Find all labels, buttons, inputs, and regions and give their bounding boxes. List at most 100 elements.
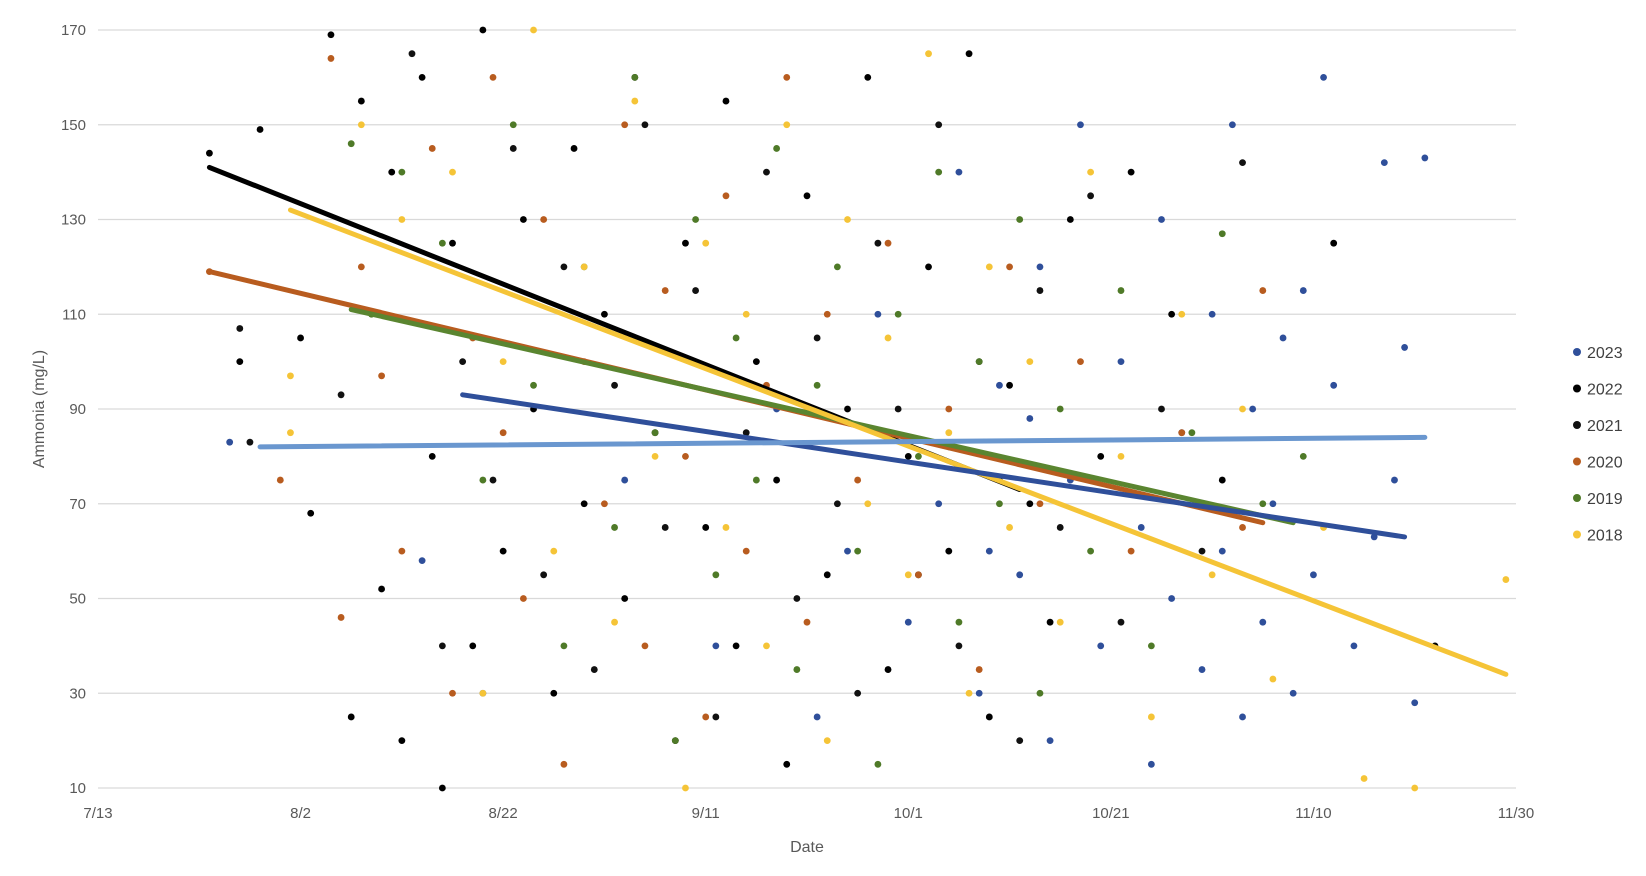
data-point [1117,287,1125,294]
data-point [884,666,892,673]
data-point [1391,476,1398,484]
data-point [935,121,943,129]
data-point [540,216,548,223]
y-tick-label: 130 [61,212,86,229]
data-point [499,429,507,437]
data-point [722,192,730,200]
data-point [489,73,497,81]
data-point [520,595,527,602]
data-point [530,381,537,389]
data-point [884,239,892,247]
data-point [631,97,639,105]
data-point [702,524,710,531]
legend-label-2022: 2022 [1587,382,1623,399]
data-point [1239,405,1246,413]
data-point [864,73,872,81]
data-point [570,145,578,152]
data-point [398,168,406,176]
data-point [1117,452,1125,460]
y-axis-ticks: 10 30 50 70 90 110 130 150 170 [61,22,86,797]
data-point [347,140,355,148]
data-point [307,509,315,517]
y-tick-label: 70 [69,496,86,513]
data-point [1036,689,1044,697]
data-point [1077,358,1084,366]
data-point [1239,159,1246,167]
data-point [1147,760,1155,768]
data-point [1036,263,1044,271]
legend-label-2023: 2023 [1587,345,1623,362]
data-point [702,239,710,247]
legend-label-2019: 2019 [1587,491,1623,508]
data-point [945,547,953,555]
x-tick-label: 10/1 [894,805,923,822]
data-point [601,500,608,508]
data-point [1056,405,1064,413]
data-point [965,50,973,58]
data-point [357,121,365,129]
data-point [904,571,912,579]
trendline-2021 [257,434,1428,450]
data-point [682,239,689,247]
data-point [418,73,426,81]
y-tick-label: 170 [61,22,86,39]
data-point [469,642,477,650]
data-point [550,689,558,697]
data-point [479,26,487,34]
data-point [1087,192,1094,200]
data-point [1259,500,1267,508]
data-point [1229,121,1236,129]
data-points [206,26,1510,792]
data-point [236,358,244,366]
data-point [428,145,436,152]
data-point [1147,642,1155,650]
data-point [874,239,882,247]
data-point [692,216,699,223]
data-point [1117,618,1125,626]
data-point [803,192,811,200]
x-tick-label: 11/10 [1295,805,1331,822]
data-point [671,737,679,745]
data-point [712,642,720,650]
data-point [641,642,649,650]
series-2019 [347,73,1307,768]
data-point [1016,571,1024,579]
data-point [742,547,750,555]
data-point [1239,524,1246,531]
data-point [1016,737,1024,745]
data-point [449,689,456,697]
data-point [1006,381,1013,389]
data-point [1239,713,1246,721]
data-point [702,713,710,721]
data-point [246,438,254,446]
data-point [1066,216,1074,223]
data-point [337,391,345,399]
data-point [1198,547,1206,555]
data-point [1289,689,1297,697]
legend-label-2021: 2021 [1587,418,1623,435]
data-point [752,476,760,484]
data-point [1502,576,1510,583]
data-point [1350,642,1358,650]
legend-marker-2018 [1573,530,1581,539]
data-point [1168,595,1176,602]
data-point [925,263,932,271]
data-point [580,500,588,508]
x-tick-label: 11/30 [1498,805,1534,822]
data-point [904,618,912,626]
data-point [823,310,831,318]
data-point [499,547,507,555]
data-point [398,737,406,745]
data-point [894,310,902,318]
y-tick-label: 110 [62,306,86,323]
data-point [935,168,943,176]
data-point [1310,571,1317,579]
data-point [428,452,436,460]
data-point [651,429,659,437]
data-point [560,263,568,271]
data-point [773,476,781,484]
legend-label-2020: 2020 [1587,455,1623,472]
data-point [438,784,446,792]
legend-label-2018: 2018 [1587,528,1623,545]
data-point [398,547,406,555]
